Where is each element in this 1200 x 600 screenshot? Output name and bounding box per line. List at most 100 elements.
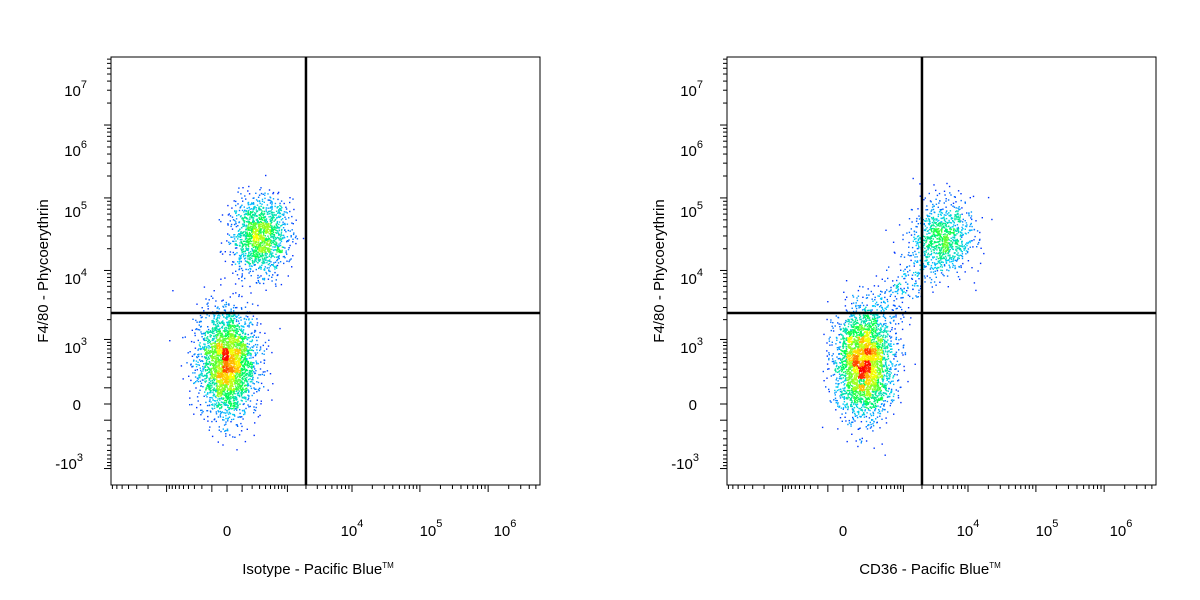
data-point	[263, 233, 265, 235]
data-point	[205, 317, 207, 319]
data-point	[268, 339, 270, 341]
data-point	[270, 235, 272, 237]
data-point	[263, 210, 265, 213]
data-point	[223, 323, 225, 325]
data-point	[257, 254, 259, 256]
data-point	[240, 341, 242, 343]
data-point	[222, 348, 224, 350]
data-point	[208, 377, 210, 380]
data-point	[217, 395, 220, 398]
data-point	[222, 338, 225, 340]
data-point	[228, 411, 230, 413]
data-point	[224, 304, 226, 306]
data-point	[254, 352, 256, 354]
data-point	[229, 381, 231, 383]
data-point	[210, 389, 212, 392]
data-point	[248, 365, 250, 368]
data-point	[236, 343, 238, 346]
data-point	[231, 363, 234, 365]
data-point	[221, 365, 224, 367]
data-point	[275, 210, 278, 212]
data-point	[218, 402, 220, 405]
data-point	[259, 214, 262, 217]
y-tick-label: 106	[64, 139, 87, 160]
data-point	[853, 357, 855, 359]
data-point	[276, 230, 278, 232]
data-point	[243, 211, 245, 213]
data-point	[230, 326, 232, 328]
data-point	[204, 331, 207, 334]
data-point	[206, 337, 208, 339]
data-point	[256, 391, 258, 393]
data-point	[254, 264, 256, 266]
data-point	[219, 340, 221, 343]
data-point	[233, 200, 235, 202]
data-point	[240, 257, 242, 259]
data-point	[255, 215, 257, 217]
data-point	[249, 240, 251, 242]
data-point	[243, 366, 246, 369]
data-point	[236, 381, 238, 383]
data-point	[227, 321, 229, 324]
data-point	[254, 228, 257, 231]
data-point	[242, 418, 244, 420]
data-point	[260, 266, 262, 269]
data-point	[206, 375, 208, 377]
data-point	[226, 357, 228, 359]
data-point	[238, 257, 240, 259]
data-point	[220, 401, 223, 403]
data-point	[897, 370, 899, 372]
data-point	[852, 416, 854, 419]
data-point	[265, 218, 267, 221]
data-point	[231, 376, 233, 378]
data-point	[246, 358, 248, 360]
data-point	[270, 230, 272, 232]
data-point	[850, 378, 853, 380]
data-point	[244, 254, 247, 257]
data-point	[275, 214, 277, 216]
data-point	[210, 411, 212, 413]
data-point	[203, 332, 205, 335]
data-point	[238, 317, 240, 319]
data-point	[258, 256, 260, 258]
data-point	[258, 374, 260, 376]
data-point	[260, 232, 262, 234]
data-point	[230, 365, 233, 367]
data-point	[244, 380, 246, 382]
data-point	[279, 242, 282, 244]
data-point	[287, 275, 289, 277]
data-point	[236, 388, 239, 390]
data-point	[244, 238, 247, 240]
data-point	[251, 366, 254, 368]
data-point	[219, 386, 221, 389]
data-point	[234, 313, 236, 315]
data-point	[211, 372, 213, 374]
y-tick-label: -103	[55, 452, 83, 473]
data-point	[282, 214, 284, 216]
data-point	[215, 420, 217, 423]
data-point	[236, 244, 239, 246]
data-point	[256, 251, 258, 253]
data-point	[256, 220, 259, 223]
data-point	[253, 227, 255, 229]
data-point	[261, 236, 263, 238]
data-point	[223, 324, 226, 326]
data-point	[244, 369, 246, 371]
data-point	[236, 315, 238, 318]
data-point	[203, 286, 206, 288]
data-point	[217, 393, 219, 395]
data-point	[251, 230, 253, 232]
data-point	[224, 429, 227, 432]
data-point	[240, 367, 242, 370]
data-point	[272, 234, 275, 236]
data-point	[266, 211, 269, 214]
data-point	[245, 356, 247, 358]
data-point	[267, 231, 269, 233]
data-point	[222, 299, 224, 301]
data-point	[241, 354, 244, 356]
data-point	[236, 424, 238, 426]
data-point	[205, 387, 207, 389]
plot-panel-cd36: -103 0 103 104 105 106 107 0 104 105 106…	[651, 56, 1157, 578]
data-point	[263, 279, 266, 281]
data-point	[260, 221, 262, 223]
